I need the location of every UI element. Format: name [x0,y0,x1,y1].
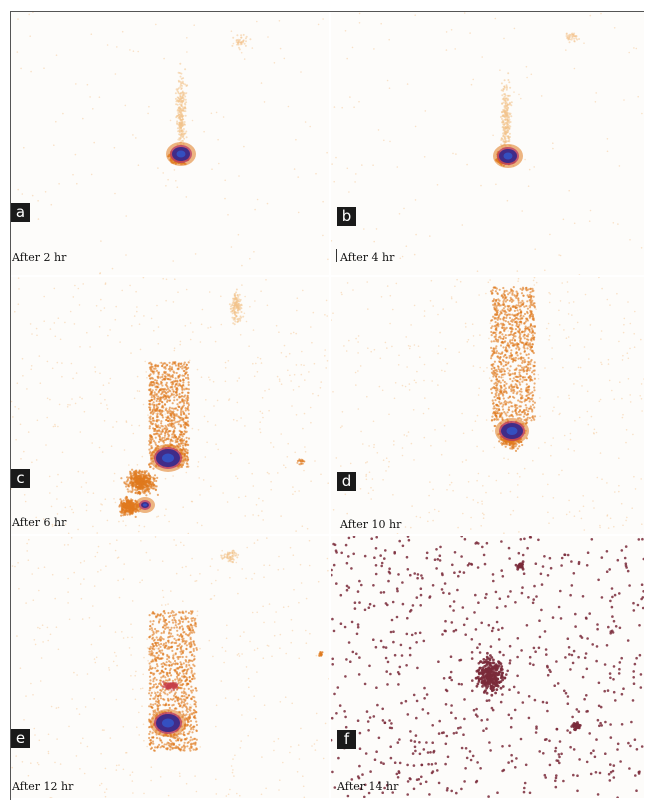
panel-letter-b: b [337,207,356,226]
panel-b: b After 4 hr [331,12,644,275]
panel-letter-e: e [11,729,30,748]
panel-e: e After 12 hr [11,536,329,798]
panel-caption-a: After 2 hr [12,251,67,264]
panel-d: d After 10 hr [331,277,644,534]
scan-image-b [331,12,643,275]
panel-caption-c: After 6 hr [12,516,67,529]
panel-caption-e: After 12 hr [12,780,74,793]
panel-tick-b [336,249,337,262]
scan-image-a [16,12,329,275]
panel-caption-d: After 10 hr [340,518,402,531]
panel-a: a After 2 hr [11,12,329,275]
panel-letter-c: c [11,469,30,488]
scan-image-e [11,536,329,798]
scan-image-f [331,536,644,798]
panel-letter-a: a [11,203,30,222]
panel-letter-f: f [337,730,356,749]
panel-c: c After 6 hr [11,277,329,534]
panel-caption-b: After 4 hr [340,251,395,264]
figure-border [10,11,644,800]
scan-image-d [331,277,644,534]
panel-caption-f: After 14 hr [337,780,399,793]
panel-f: f After 14 hr [331,536,644,798]
scan-image-c [11,277,329,534]
panel-letter-d: d [337,472,356,491]
